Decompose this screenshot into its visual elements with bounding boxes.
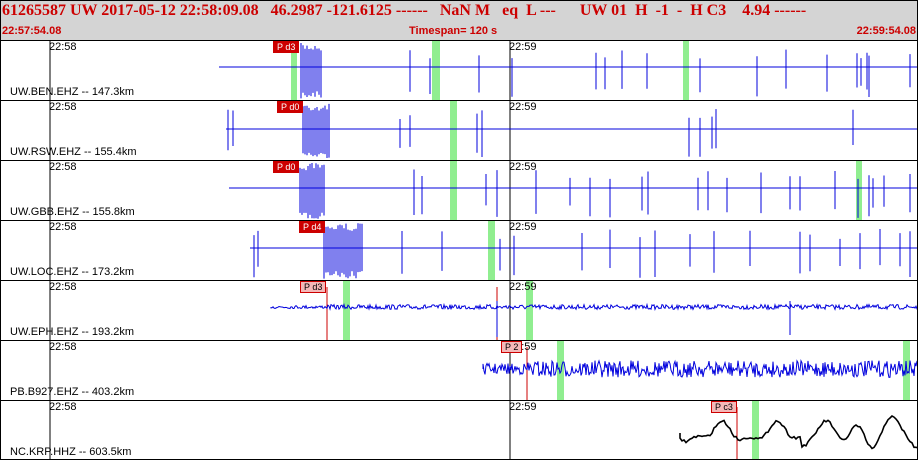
end-time: 22:59:54.08 <box>856 25 916 37</box>
trace-panel-b927[interactable]: 22:58 22:59 P 2 PB.B927.EHZ -- 403.2km <box>0 340 918 400</box>
tick-label-2259: 22:59 <box>509 221 537 233</box>
phase-pick-marker[interactable]: P d4 <box>299 221 326 233</box>
phase-pick-marker[interactable]: P d0 <box>277 101 304 113</box>
start-time: 22:57:54.08 <box>2 25 62 37</box>
station-label: UW.BEN.EHZ -- 147.3km <box>10 86 135 98</box>
phase-pick-marker[interactable]: P d3 <box>273 41 300 53</box>
waveform-rsw <box>49 101 918 160</box>
trace-panel-loc[interactable]: 22:58 22:59 P d4 UW.LOC.EHZ -- 173.2km <box>0 220 918 280</box>
trace-panel-ben[interactable]: 22:58 22:59 P d3 UW.BEN.EHZ -- 147.3km <box>0 40 918 100</box>
station-label: UW.LOC.EHZ -- 173.2km <box>10 266 135 278</box>
event-info-line: 61265587 UW 2017-05-12 22:58:09.08 46.29… <box>2 2 807 19</box>
tick-label-2258: 22:58 <box>49 161 77 173</box>
waveform-b927 <box>49 341 918 400</box>
phase-pick-marker[interactable]: P d0 <box>273 161 300 173</box>
waveform-eph <box>49 281 918 340</box>
tick-label-2259: 22:59 <box>509 401 537 413</box>
waveform-loc <box>49 221 918 280</box>
waveform-ben <box>49 41 918 100</box>
station-label: NC.KRP.HHZ -- 603.5km <box>10 446 132 458</box>
timespan-label: Timespan= 120 s <box>409 25 498 37</box>
tick-label-2259: 22:59 <box>509 161 537 173</box>
tick-label-2258: 22:58 <box>49 341 77 353</box>
phase-pick-marker[interactable]: P d3 <box>300 281 327 293</box>
phase-pick-marker[interactable]: P 2 <box>501 341 523 353</box>
trace-panel-rsw[interactable]: 22:58 22:59 P d0 UW.RSW.EHZ -- 155.4km <box>0 100 918 160</box>
tick-label-2258: 22:58 <box>49 281 77 293</box>
tick-label-2259: 22:59 <box>509 41 537 53</box>
tick-label-2258: 22:58 <box>49 101 77 113</box>
tick-label-2259: 22:59 <box>509 281 537 293</box>
station-label: UW.GBB.EHZ -- 155.8km <box>10 206 135 218</box>
tick-label-2258: 22:58 <box>49 41 77 53</box>
tick-label-2258: 22:58 <box>49 401 77 413</box>
trace-panel-krp[interactable]: 22:58 22:59 P c3 NC.KRP.HHZ -- 603.5km <box>0 400 918 460</box>
waveform-gbb <box>49 161 918 220</box>
trace-panel-gbb[interactable]: 22:58 22:59 P d0 UW.GBB.EHZ -- 155.8km <box>0 160 918 220</box>
event-header: 61265587 UW 2017-05-12 22:58:09.08 46.29… <box>0 0 918 40</box>
phase-pick-marker[interactable]: P c3 <box>711 401 737 413</box>
trace-panel-eph[interactable]: 22:58 22:59 P d3 UW.EPH.EHZ -- 193.2km <box>0 280 918 340</box>
station-label: UW.RSW.EHZ -- 155.4km <box>10 146 137 158</box>
tick-label-2258: 22:58 <box>49 221 77 233</box>
station-label: UW.EPH.EHZ -- 193.2km <box>10 326 135 338</box>
waveform-krp <box>49 401 918 460</box>
tick-label-2259: 22:59 <box>509 101 537 113</box>
station-label: PB.B927.EHZ -- 403.2km <box>10 386 135 398</box>
